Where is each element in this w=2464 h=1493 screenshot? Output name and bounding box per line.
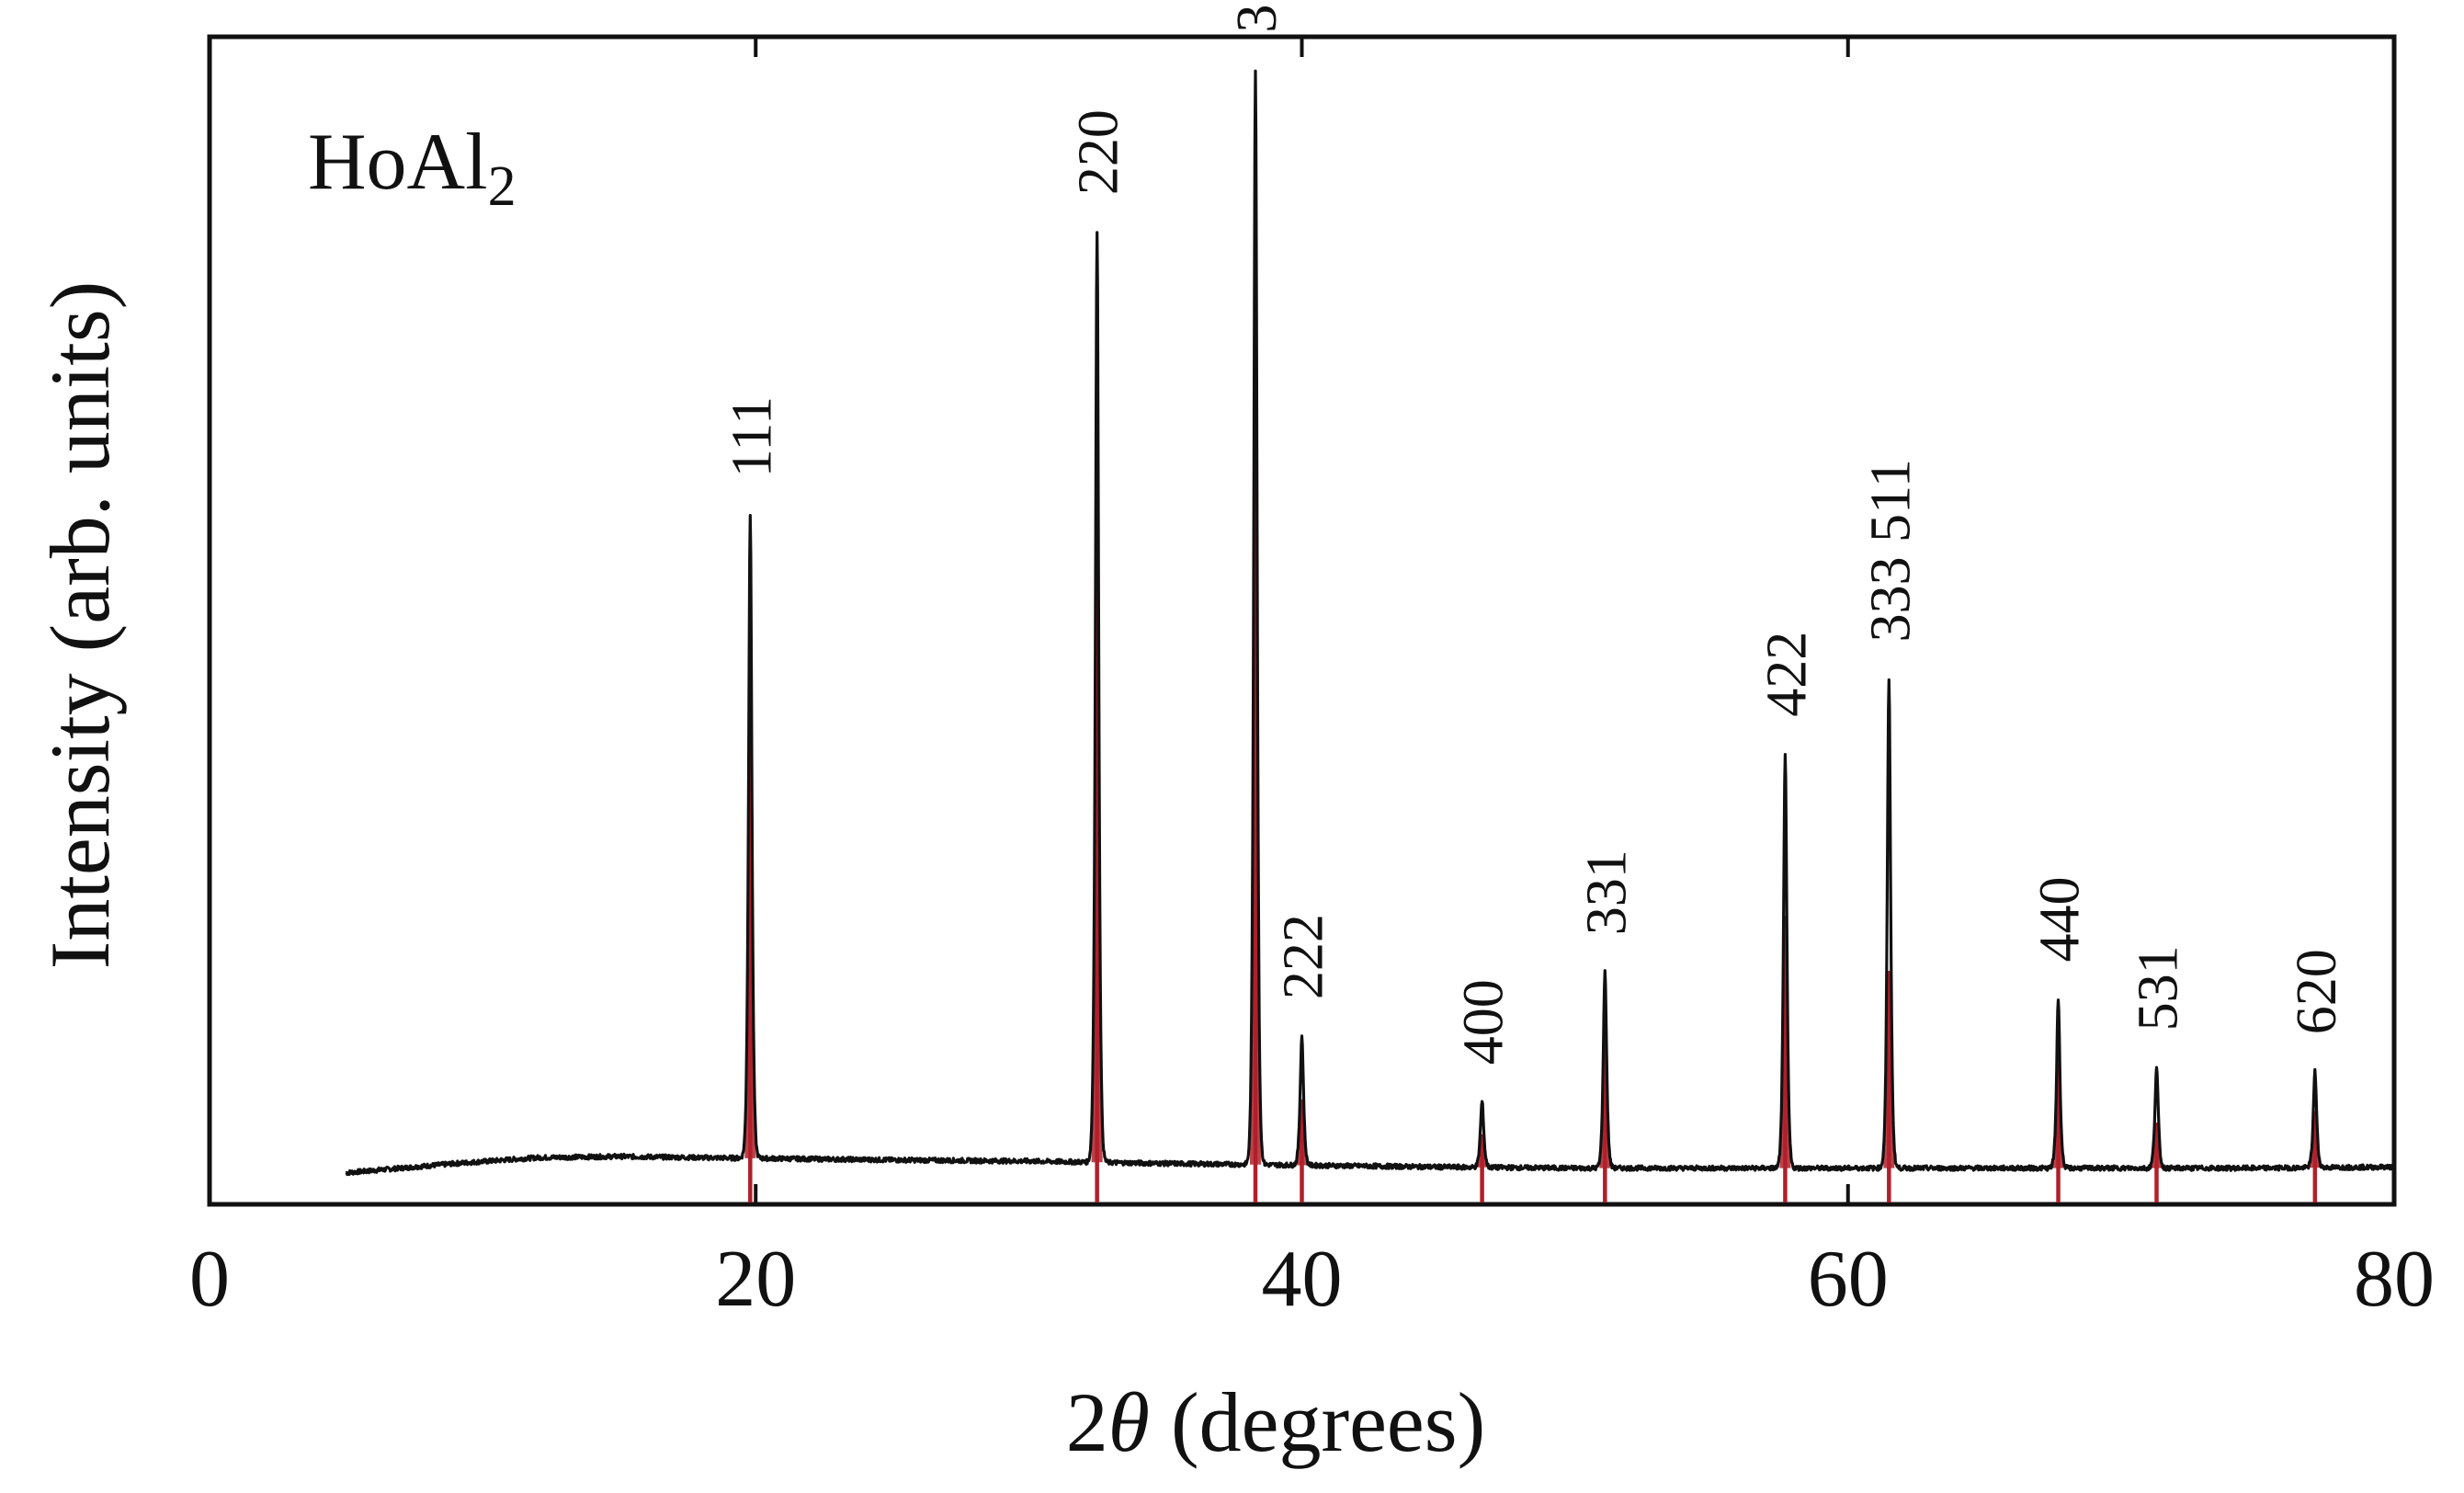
- peak-labels: 111 220 311 222 400 331 422 333 511 440 531 620: [721, 0, 2348, 1065]
- peak-label-311: 311: [1226, 0, 1289, 33]
- x-tick-label-80: 80: [2354, 1235, 2435, 1324]
- peak-label-333-511: 333 511: [1859, 459, 1922, 642]
- x-axis-label-units: [1150, 1375, 1171, 1469]
- y-axis-label: Intensity (arb. units): [33, 281, 127, 970]
- compound-subscript: 2: [488, 155, 517, 218]
- x-tick-label-20: 20: [715, 1235, 796, 1324]
- x-ticks: [210, 37, 2394, 1204]
- compound-label: HoAl2: [308, 118, 517, 218]
- peak-label-422: 422: [1755, 632, 1818, 717]
- x-axis-label-text: (degrees): [1171, 1375, 1485, 1469]
- x-tick-label-60: 60: [1808, 1235, 1889, 1324]
- x-tick-label-40: 40: [1262, 1235, 1343, 1324]
- peak-label-111: 111: [721, 396, 783, 477]
- compound-main: HoAl: [308, 118, 488, 207]
- peak-label-400: 400: [1453, 979, 1516, 1065]
- peak-label-331: 331: [1575, 849, 1638, 935]
- observed-pattern-line: [346, 71, 2394, 1174]
- axes-frame: [210, 37, 2394, 1204]
- x-axis-label-theta: θ: [1108, 1375, 1150, 1469]
- peak-label-620: 620: [2286, 949, 2348, 1034]
- peak-label-220: 220: [1068, 109, 1130, 195]
- plot-frame: [210, 37, 2394, 1204]
- peak-label-440: 440: [2029, 877, 2092, 963]
- x-tick-labels: 0 20 40 60 80: [189, 1235, 2435, 1324]
- x-axis-label-prefix: 2: [1066, 1375, 1108, 1469]
- x-axis-label: 2θ (degrees): [1066, 1375, 1485, 1469]
- peak-label-222: 222: [1273, 914, 1335, 999]
- x-tick-label-0: 0: [189, 1235, 230, 1324]
- calculated-pattern: [744, 279, 2321, 1202]
- peak-label-531: 531: [2128, 945, 2190, 1031]
